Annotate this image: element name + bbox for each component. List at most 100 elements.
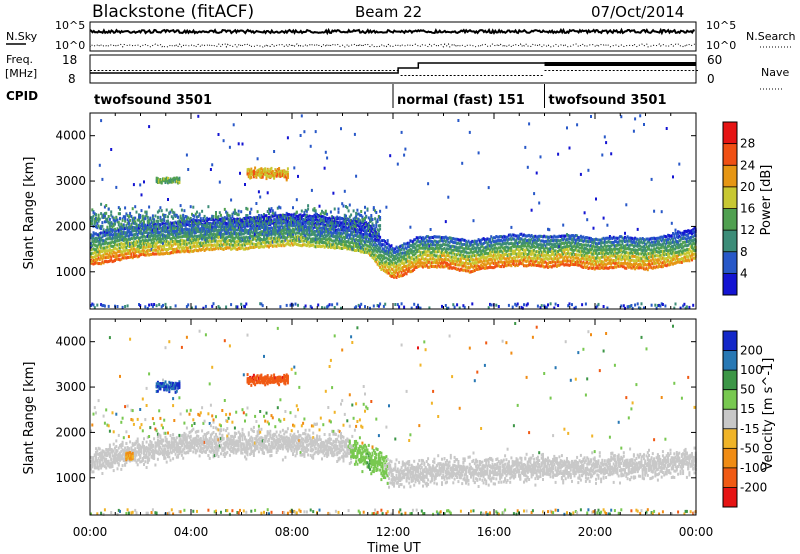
power-cell	[119, 250, 121, 253]
power-cell	[177, 215, 180, 219]
power-cell	[208, 226, 211, 230]
power-cell	[384, 302, 387, 306]
power-cell	[215, 233, 217, 237]
nave-mark	[321, 70, 323, 71]
power-cell	[100, 226, 103, 230]
power-cell	[179, 235, 182, 239]
power-cell	[151, 252, 154, 256]
nave-mark	[355, 70, 358, 71]
power-cell	[192, 235, 195, 239]
power-cell	[141, 235, 144, 238]
power-cell	[199, 244, 202, 248]
power-cell	[192, 249, 195, 253]
power-cell	[203, 240, 206, 244]
power-cell	[206, 247, 209, 251]
frequency-panel: Freq. [MHz] 18 8 60 0 Nave	[5, 53, 789, 90]
power-cell	[144, 250, 147, 254]
power-cell	[154, 242, 157, 246]
power-cell	[135, 210, 138, 214]
power-cell	[199, 222, 202, 226]
power-cell	[163, 227, 166, 231]
power-cell	[135, 222, 138, 226]
power-cell	[138, 254, 140, 258]
power-cell	[98, 261, 101, 265]
power-cell	[132, 233, 135, 237]
power-cell	[108, 251, 111, 255]
power-cell	[256, 210, 259, 214]
power-cell	[192, 244, 195, 248]
power-cell	[90, 255, 92, 259]
power-cell	[115, 229, 118, 233]
power-cell	[182, 221, 185, 225]
power-cell	[211, 237, 214, 240]
power-cell	[180, 242, 183, 246]
nave-mark	[162, 70, 164, 71]
power-cell	[100, 119, 103, 123]
nave-mark	[184, 70, 187, 71]
power-cell	[294, 302, 297, 306]
power-cell	[130, 252, 133, 256]
power-cell	[139, 215, 142, 219]
power-cell	[163, 244, 166, 248]
power-cell	[124, 242, 127, 246]
power-cell	[140, 243, 143, 247]
power-cell	[103, 212, 106, 216]
power-cell	[125, 212, 128, 216]
power-cell	[208, 239, 211, 243]
power-cell	[116, 218, 119, 222]
nave-mark	[589, 70, 592, 71]
power-cell	[183, 209, 186, 213]
power-cell	[138, 248, 140, 251]
power-cell	[273, 150, 276, 153]
power-cell	[218, 211, 221, 215]
power-cell	[189, 205, 192, 209]
power-cell	[146, 219, 149, 223]
power-cell	[159, 234, 162, 238]
power-cell	[138, 244, 140, 248]
power-cell	[204, 238, 207, 242]
power-cell	[119, 258, 121, 262]
power-cell	[162, 225, 164, 229]
power-cell	[168, 229, 171, 233]
noise-panel: N.Sky 10^5 10^0 10^5 10^0 N.Search	[6, 19, 796, 52]
power-cell	[143, 249, 145, 253]
power-cell	[96, 254, 99, 258]
power-cell	[93, 248, 96, 252]
power-cell	[124, 219, 127, 223]
power-cell	[538, 201, 541, 205]
power-cell	[169, 246, 172, 250]
power-cell	[191, 306, 193, 310]
power-cell	[165, 208, 168, 212]
power-cell	[139, 236, 142, 240]
power-cell	[125, 234, 128, 238]
power-cell	[101, 257, 104, 261]
power-cell	[139, 246, 142, 250]
power-cell	[213, 235, 216, 239]
power-cell	[215, 215, 217, 219]
power-cell	[182, 242, 185, 246]
power-cell	[111, 230, 114, 234]
power-cell	[143, 239, 145, 243]
freq-tick-high: 18	[62, 53, 77, 67]
power-cell	[192, 205, 195, 209]
power-cell	[146, 249, 149, 253]
power-cell	[536, 304, 539, 308]
power-cell	[185, 235, 188, 238]
power-cell	[172, 233, 175, 236]
power-cell	[159, 230, 162, 234]
power-cell	[107, 207, 110, 211]
power-cell	[95, 220, 97, 223]
power-cell	[110, 221, 113, 225]
power-cell	[92, 247, 95, 251]
power-cell	[90, 221, 92, 225]
cpid-row: CPID twofsound 3501 normal (fast) 151 twof…	[6, 84, 667, 108]
power-cell	[95, 254, 97, 258]
power-cell	[153, 252, 156, 256]
power-cell	[220, 239, 222, 243]
power-cell	[189, 234, 192, 238]
power-cell	[216, 224, 219, 228]
power-cell	[172, 216, 175, 220]
nave-mark	[480, 75, 483, 76]
power-cell	[143, 245, 145, 249]
power-cell	[143, 253, 145, 257]
